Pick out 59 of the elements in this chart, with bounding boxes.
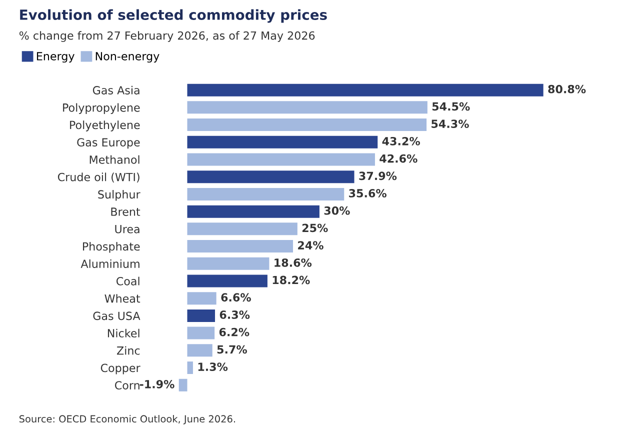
data-label: 35.6% [349, 189, 386, 198]
bar [187, 84, 544, 96]
bar [187, 292, 216, 305]
data-label: 80.8% [548, 84, 586, 94]
y-tick-label: Zinc [116, 346, 140, 355]
y-tick-label: Polyethylene [70, 120, 140, 132]
bar [187, 136, 378, 148]
bar [187, 274, 268, 288]
y-tick-label: Wheat [104, 294, 140, 303]
data-label: 1.3% [198, 362, 228, 371]
y-tick-label: Coal [116, 276, 140, 286]
y-tick-label: Sulphur [98, 190, 140, 201]
y-tick-label: Phosphate [83, 242, 140, 253]
data-label: 25% [302, 224, 328, 232]
bar [187, 101, 428, 114]
y-tick-label: Crude oil (WTI) [58, 172, 140, 183]
data-label: 6.3% [220, 310, 250, 319]
bar [187, 188, 344, 200]
bar [187, 222, 298, 236]
y-tick-label: Methanol [90, 155, 140, 164]
bar [187, 344, 212, 357]
bar [187, 240, 294, 253]
bar [187, 205, 320, 218]
data-label: 37.9% [359, 172, 397, 180]
data-label: 18.6% [274, 258, 312, 267]
bar [187, 309, 216, 322]
data-label: -1.9% [140, 380, 174, 388]
data-label: 43.2% [382, 136, 420, 146]
legend-label: Energy [36, 52, 74, 63]
data-label: 6.6% [221, 293, 251, 302]
y-tick-label: Aluminium [80, 259, 140, 268]
bar [187, 118, 427, 132]
bar [187, 326, 215, 340]
y-tick-label: Gas Europe [77, 138, 140, 149]
data-label: 6.2% [219, 328, 250, 336]
y-tick-label: Urea [115, 225, 140, 234]
chart-title: Evolution of selected commodity prices [20, 9, 327, 23]
y-tick-label: Polypropylene [63, 103, 140, 114]
bar [187, 362, 193, 374]
data-label: 5.7% [217, 345, 247, 354]
data-label: 42.6% [380, 154, 418, 163]
bar [187, 153, 375, 166]
bar [187, 170, 354, 184]
data-label: 54.3% [432, 120, 469, 128]
y-tick-label: Gas USA [93, 312, 140, 320]
data-label: 30% [324, 206, 350, 215]
source-note: Source: OECD Economic Outlook, June 2026. [19, 415, 235, 424]
y-tick-label: Corn [114, 381, 140, 390]
y-tick-label: Gas Asia [92, 86, 140, 94]
legend-label: Non-energy [96, 52, 160, 63]
y-tick-label: Copper [100, 364, 140, 374]
data-label: 54.5% [432, 102, 470, 111]
y-tick-label: Brent [111, 208, 140, 216]
chart-subtitle: % change from 27 February 2026, as of 27 May 2026 [19, 31, 315, 42]
bar [178, 378, 188, 392]
data-label: 18.2% [272, 276, 310, 284]
y-tick-label: Nickel [108, 328, 140, 338]
bar [187, 257, 270, 270]
data-label: 24% [298, 241, 324, 250]
